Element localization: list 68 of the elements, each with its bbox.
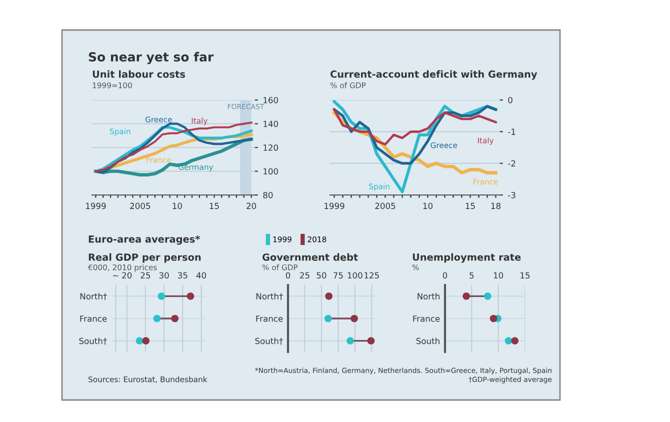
point: [186, 292, 194, 300]
x-tick-label: 10: [423, 202, 432, 210]
chart-title: Government debt: [262, 253, 358, 261]
x-tick-label: 1999: [324, 202, 344, 210]
line-series: [332, 105, 498, 165]
chart-title: Unemployment rate: [412, 253, 521, 263]
y-tick-label: France: [413, 316, 440, 322]
x-tick-label: 15: [466, 202, 475, 210]
x-tick-label: 125: [364, 272, 379, 279]
y-tick-label: -3: [508, 192, 516, 198]
x-tick-label: 100: [348, 272, 362, 279]
x-tick-label: 1999: [86, 202, 106, 210]
y-tick-label: France: [256, 316, 283, 322]
point: [325, 292, 332, 300]
x-tick-label: 5: [470, 272, 474, 279]
y-tick-label: 160: [264, 96, 278, 104]
point: [158, 292, 166, 300]
y-tick-label: North†: [80, 293, 107, 300]
point: [153, 314, 161, 322]
point: [142, 337, 150, 345]
point: [346, 337, 354, 345]
y-tick-label: 0: [508, 96, 512, 104]
point: [490, 314, 498, 322]
point: [462, 292, 470, 300]
y-tick-label: -1: [508, 128, 516, 135]
point: [136, 337, 144, 345]
y-tick-label: South†: [79, 338, 107, 345]
point: [511, 337, 519, 345]
x-tick-label: 0: [442, 272, 448, 279]
x-tick-label: 25: [140, 272, 150, 279]
y-tick-label: -2: [508, 160, 516, 166]
y-tick-label: 120: [264, 144, 278, 151]
point: [367, 337, 375, 345]
x-tick-label: 20: [246, 202, 256, 210]
x-tick-label: 20: [122, 272, 132, 279]
y-tick-label: North†: [256, 293, 283, 300]
x-tick-label: 15: [210, 202, 219, 210]
x-tick-label: 10: [494, 272, 504, 279]
x-tick-label: 25: [300, 272, 310, 279]
chart-title: Real GDP per person: [88, 253, 201, 263]
point: [324, 314, 332, 322]
x-tick-label: ~: [113, 275, 118, 277]
text: Euro-area averages*: [88, 235, 200, 245]
x-tick-label: 35: [178, 272, 188, 279]
y-tick-label: France: [80, 316, 107, 322]
point: [484, 292, 492, 300]
x-tick-label: 0: [286, 272, 290, 279]
y-tick-label: 100: [264, 168, 278, 175]
x-tick-label: 18: [491, 202, 500, 210]
y-tick-label: North: [418, 293, 440, 300]
x-tick-label: 40: [196, 272, 206, 279]
x-tick-label: 10: [172, 202, 182, 210]
point: [171, 314, 179, 322]
y-tick-label: South: [416, 338, 440, 344]
y-tick-label: 140: [264, 120, 278, 128]
chart-title: Current-account deficit with Germany: [330, 70, 538, 80]
y-tick-label: 80: [263, 192, 273, 198]
x-tick-label: 15: [520, 272, 530, 279]
text: So near yet so far: [88, 52, 214, 64]
point: [350, 314, 358, 322]
x-tick-label: 30: [159, 272, 169, 279]
x-tick-label: 2005: [130, 202, 150, 210]
x-tick-label: 50: [316, 272, 326, 279]
point: [504, 337, 512, 345]
y-tick-label: South†: [255, 338, 283, 345]
x-tick-label: 75: [334, 272, 343, 279]
x-tick-label: 2005: [375, 202, 396, 210]
chart-title: Unit labour costs: [92, 70, 186, 78]
